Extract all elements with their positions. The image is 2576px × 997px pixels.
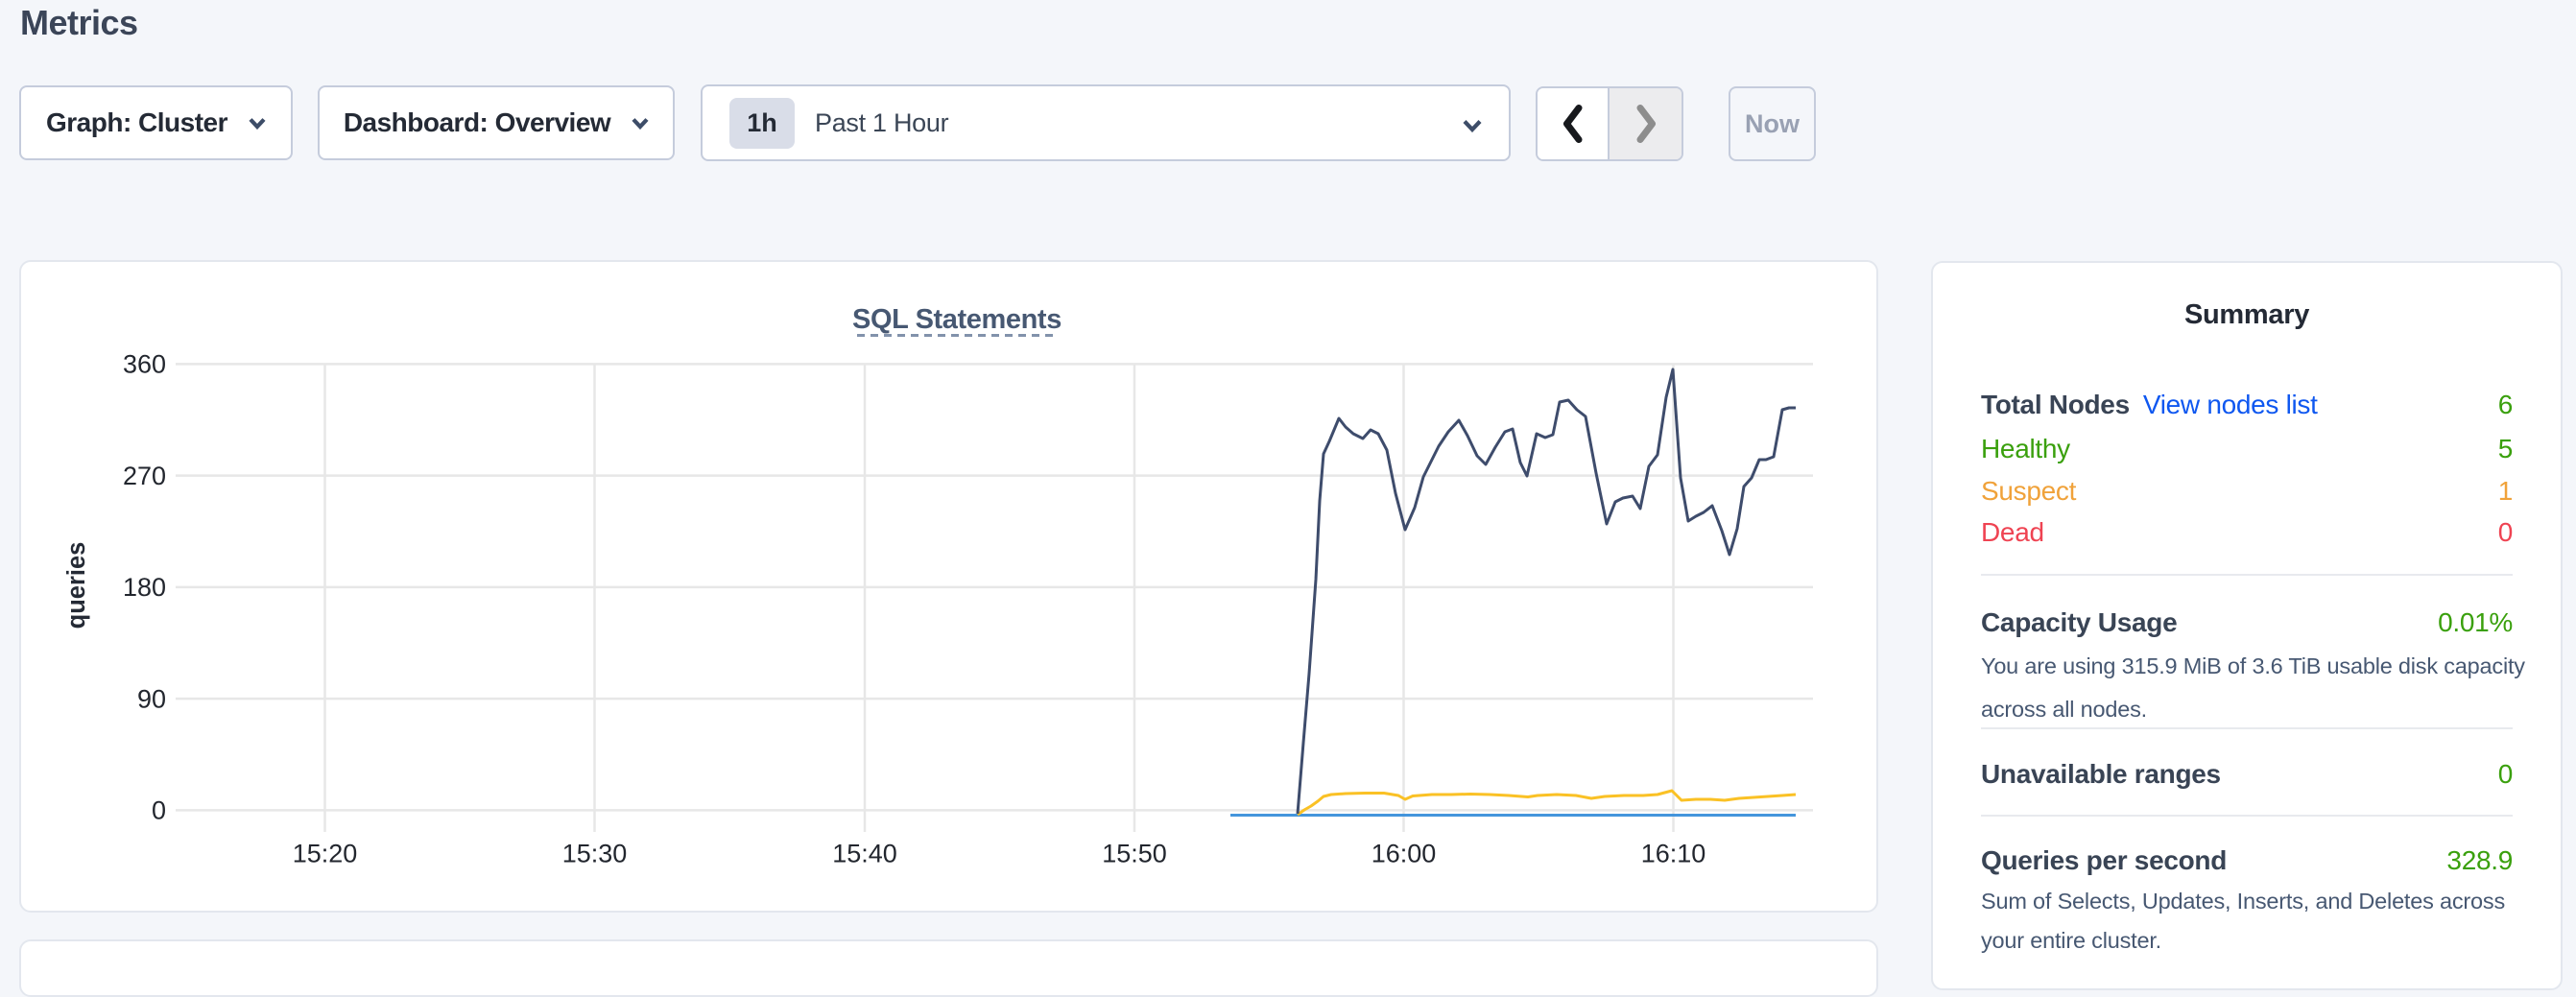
svg-text:SQL Statements: SQL Statements: [852, 304, 1061, 335]
svg-text:15:50: 15:50: [1102, 840, 1167, 868]
svg-text:15:20: 15:20: [293, 840, 358, 868]
svg-text:queries: queries: [63, 542, 90, 629]
svg-text:0: 0: [152, 796, 166, 825]
svg-text:270: 270: [123, 462, 166, 490]
svg-text:90: 90: [137, 684, 166, 713]
svg-text:16:10: 16:10: [1641, 840, 1706, 868]
svg-text:16:00: 16:00: [1371, 840, 1437, 868]
svg-text:15:30: 15:30: [562, 840, 628, 868]
svg-text:15:40: 15:40: [832, 840, 897, 868]
svg-text:180: 180: [123, 573, 166, 602]
svg-text:360: 360: [123, 350, 166, 379]
